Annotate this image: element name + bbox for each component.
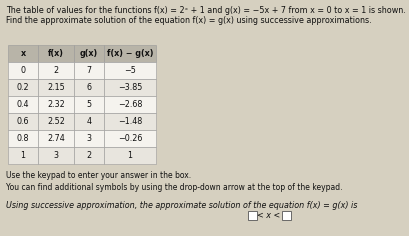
Text: −0.26: −0.26 — [118, 134, 142, 143]
Text: 2: 2 — [54, 66, 58, 75]
Text: 2.74: 2.74 — [47, 134, 65, 143]
FancyBboxPatch shape — [8, 96, 38, 113]
Text: g(x): g(x) — [80, 49, 98, 58]
FancyBboxPatch shape — [282, 211, 291, 220]
FancyBboxPatch shape — [8, 147, 38, 164]
FancyBboxPatch shape — [74, 130, 104, 147]
FancyBboxPatch shape — [74, 147, 104, 164]
Text: 4: 4 — [86, 117, 92, 126]
FancyBboxPatch shape — [38, 45, 74, 62]
FancyBboxPatch shape — [248, 211, 257, 220]
Text: 0.2: 0.2 — [17, 83, 29, 92]
FancyBboxPatch shape — [8, 130, 38, 147]
Text: Find the approximate solution of the equation f(x) = g(x) using successive appro: Find the approximate solution of the equ… — [6, 16, 372, 25]
Text: 0: 0 — [20, 66, 25, 75]
Text: 2.15: 2.15 — [47, 83, 65, 92]
Text: f(x) − g(x): f(x) − g(x) — [107, 49, 153, 58]
Text: f(x): f(x) — [48, 49, 64, 58]
FancyBboxPatch shape — [8, 79, 38, 96]
Text: 1: 1 — [20, 151, 25, 160]
FancyBboxPatch shape — [74, 79, 104, 96]
FancyBboxPatch shape — [104, 79, 156, 96]
Text: −2.68: −2.68 — [118, 100, 142, 109]
FancyBboxPatch shape — [8, 62, 38, 79]
Text: −5: −5 — [124, 66, 136, 75]
Text: 0.6: 0.6 — [17, 117, 29, 126]
FancyBboxPatch shape — [38, 147, 74, 164]
FancyBboxPatch shape — [8, 45, 38, 62]
Text: 0.8: 0.8 — [17, 134, 29, 143]
Text: 2.52: 2.52 — [47, 117, 65, 126]
FancyBboxPatch shape — [104, 147, 156, 164]
Text: −1.48: −1.48 — [118, 117, 142, 126]
FancyBboxPatch shape — [104, 113, 156, 130]
Text: < x <: < x < — [257, 211, 281, 220]
FancyBboxPatch shape — [104, 130, 156, 147]
FancyBboxPatch shape — [74, 96, 104, 113]
FancyBboxPatch shape — [38, 130, 74, 147]
Text: Using successive approximation, the approximate solution of the equation f(x) = : Using successive approximation, the appr… — [6, 201, 357, 210]
FancyBboxPatch shape — [74, 113, 104, 130]
FancyBboxPatch shape — [38, 96, 74, 113]
Text: 1: 1 — [128, 151, 133, 160]
FancyBboxPatch shape — [74, 45, 104, 62]
Text: You can find additional symbols by using the drop-down arrow at the top of the k: You can find additional symbols by using… — [6, 183, 342, 192]
FancyBboxPatch shape — [8, 113, 38, 130]
Text: 5: 5 — [86, 100, 92, 109]
Text: 3: 3 — [86, 134, 92, 143]
Text: 2: 2 — [86, 151, 92, 160]
Text: 7: 7 — [86, 66, 92, 75]
FancyBboxPatch shape — [38, 79, 74, 96]
Text: 3: 3 — [54, 151, 58, 160]
Text: 6: 6 — [86, 83, 92, 92]
Text: −3.85: −3.85 — [118, 83, 142, 92]
Text: Use the keypad to enter your answer in the box.: Use the keypad to enter your answer in t… — [6, 171, 191, 180]
FancyBboxPatch shape — [104, 96, 156, 113]
FancyBboxPatch shape — [104, 62, 156, 79]
Text: 2.32: 2.32 — [47, 100, 65, 109]
FancyBboxPatch shape — [74, 62, 104, 79]
Text: x: x — [20, 49, 25, 58]
Text: The table of values for the functions f(x) = 2ˣ + 1 and g(x) = −5x + 7 from x = : The table of values for the functions f(… — [6, 6, 406, 15]
FancyBboxPatch shape — [104, 45, 156, 62]
FancyBboxPatch shape — [38, 62, 74, 79]
Text: 0.4: 0.4 — [17, 100, 29, 109]
FancyBboxPatch shape — [38, 113, 74, 130]
